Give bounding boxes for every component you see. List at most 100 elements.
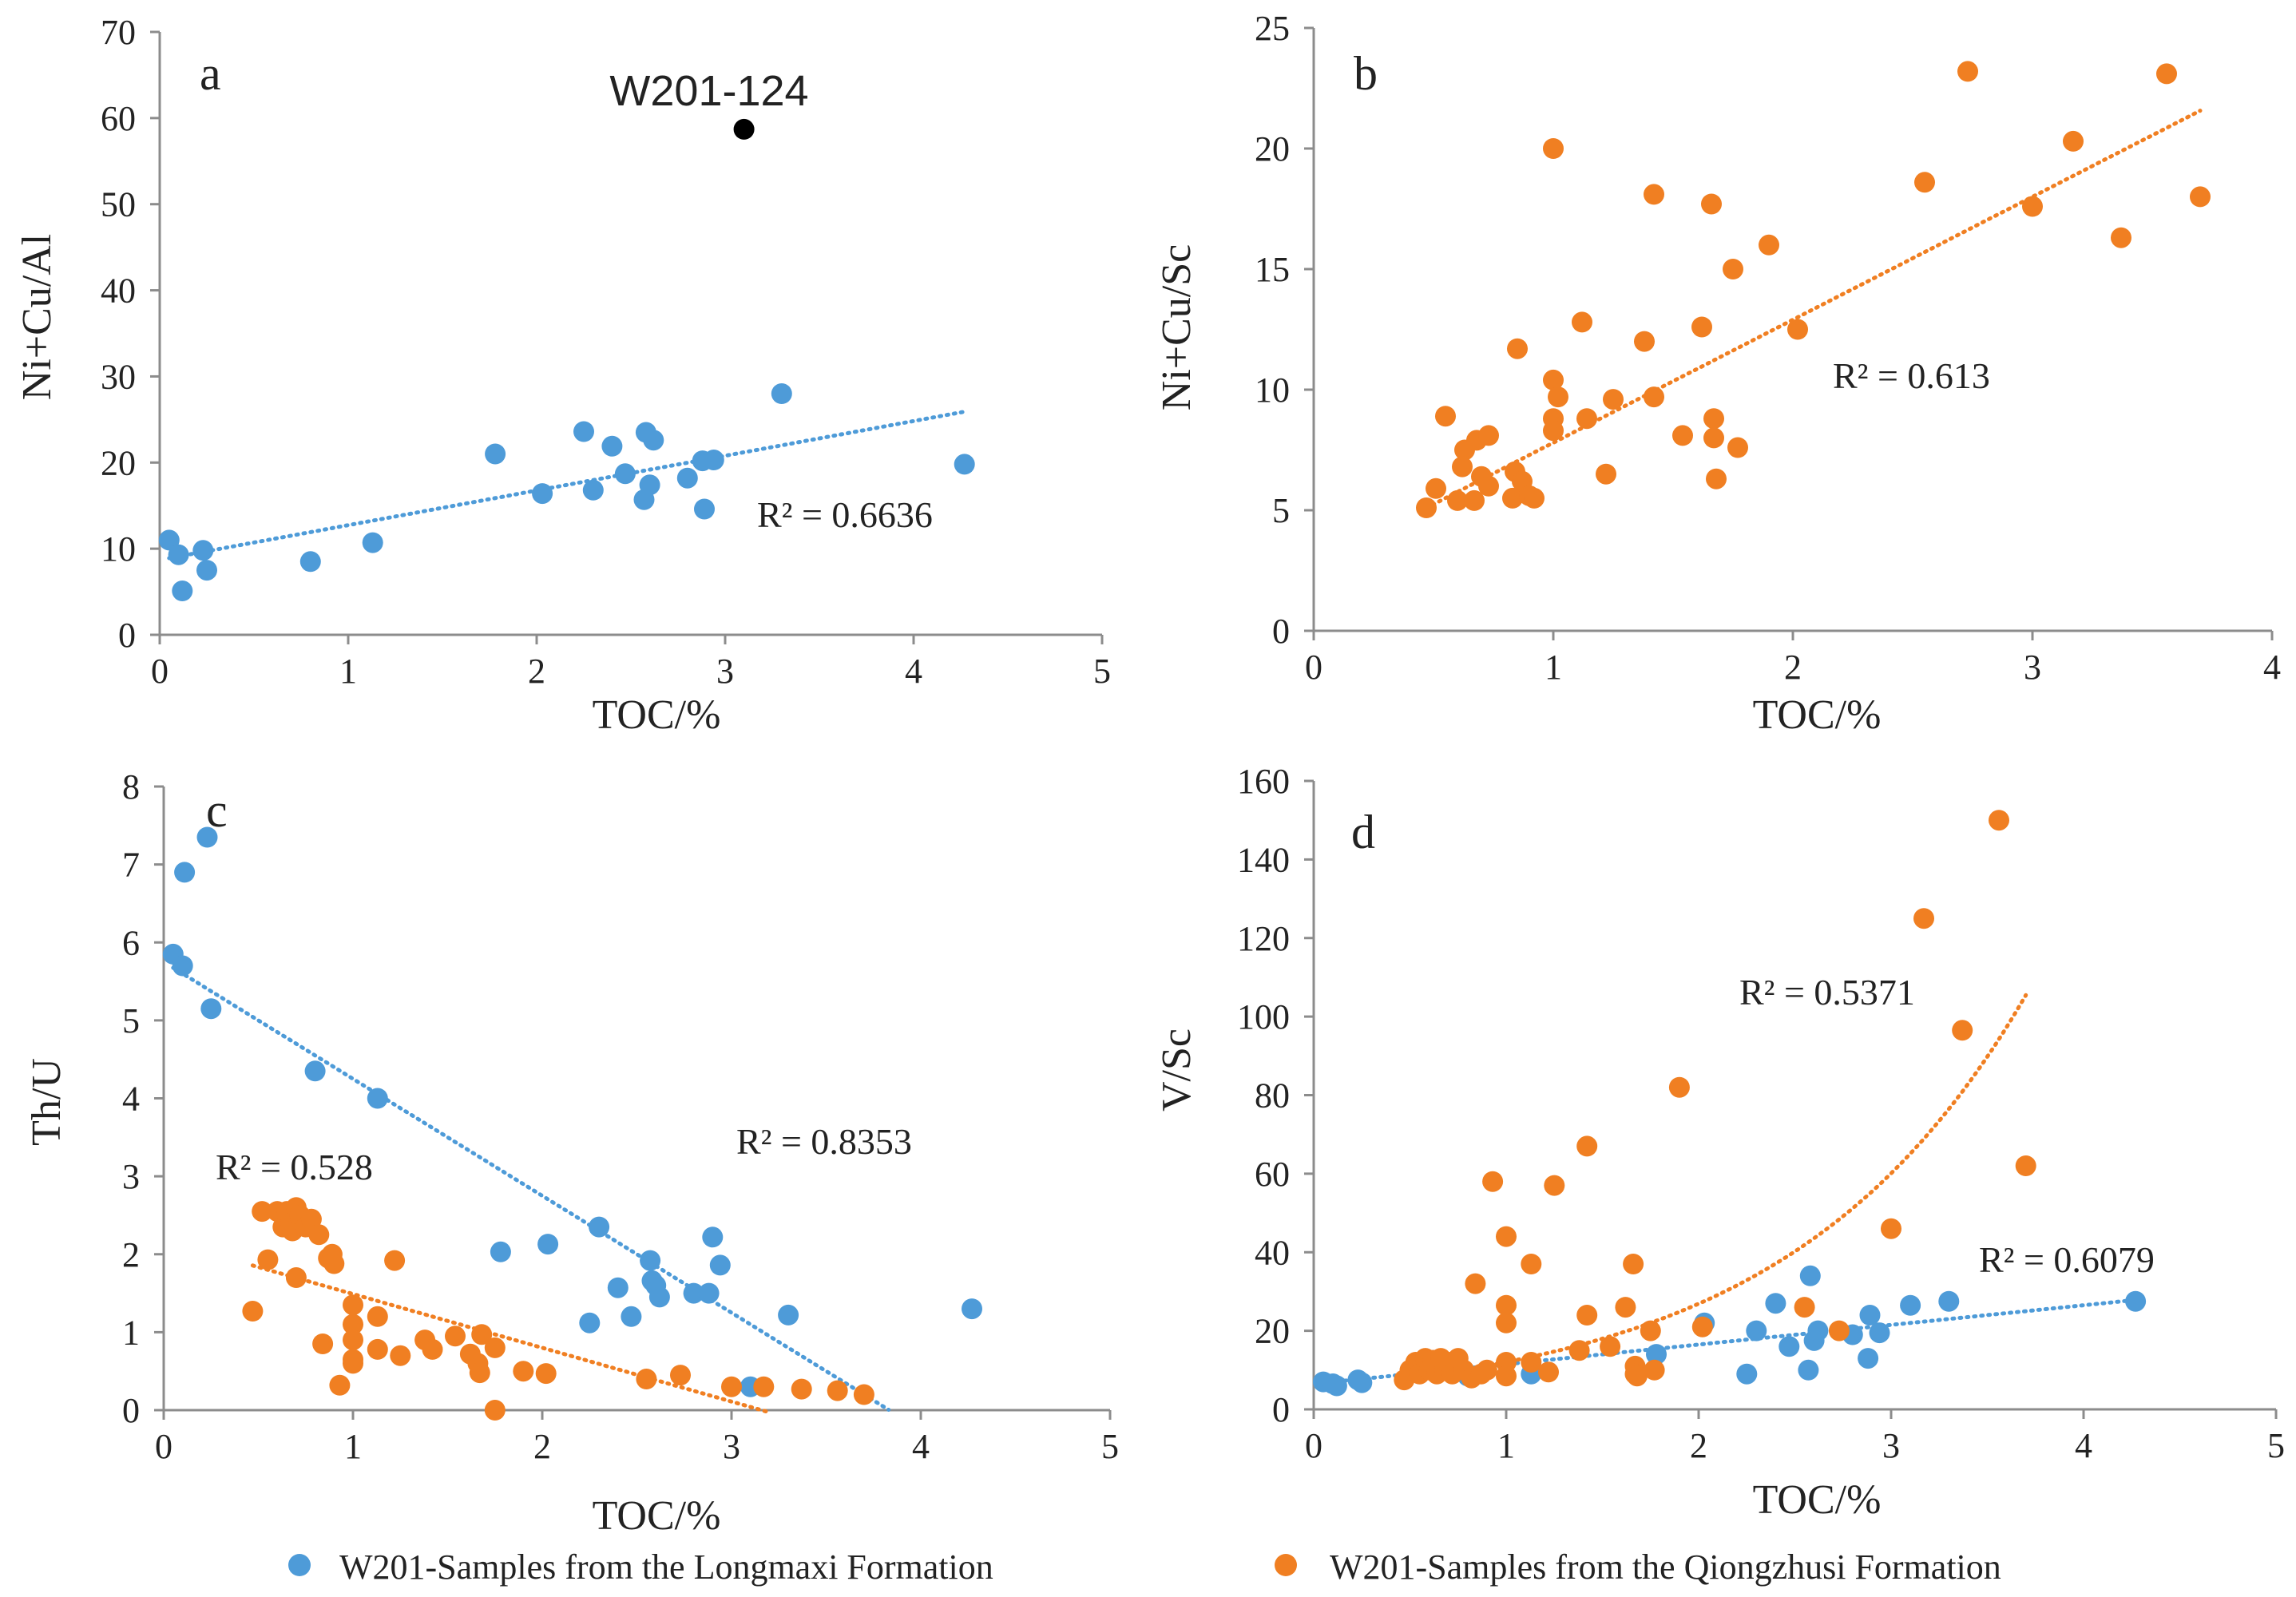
legend-label-longmaxi: W201-Samples from the Longmaxi Formation — [339, 1547, 993, 1587]
panel-a-point-longmaxi — [676, 467, 698, 489]
panel-d-point-qiongzhusi — [1496, 1226, 1517, 1247]
panel-c-point-longmaxi — [589, 1216, 610, 1238]
panel-c-point-qiongzhusi — [367, 1338, 388, 1360]
panel-d-y-tick-label: 80 — [1255, 1076, 1290, 1116]
panel-c-point-longmaxi — [698, 1282, 720, 1304]
panel-b-trendline-qiongzhusi — [1424, 109, 2203, 510]
panel-d-trend-layer — [1321, 993, 2138, 1385]
panel-c-point-longmaxi — [621, 1306, 642, 1327]
legend-marker-qiongzhusi — [1275, 1554, 1297, 1576]
panel-d-point-qiongzhusi — [1576, 1135, 1598, 1157]
panel-b-point-qiongzhusi — [2111, 227, 2131, 248]
panel-a-point-longmaxi — [614, 463, 636, 485]
panel-d-point-qiongzhusi — [1568, 1340, 1590, 1361]
panel-c-point-qiongzhusi — [285, 1267, 307, 1288]
panel-d-point-qiongzhusi — [1881, 1218, 1901, 1239]
panel-d-point-qiongzhusi — [1496, 1365, 1517, 1387]
panel-a-trend-layer — [167, 410, 967, 561]
panel-c-r2-label-longmaxi: R² = 0.8353 — [736, 1121, 912, 1162]
panel-b-point-qiongzhusi — [1723, 259, 1743, 279]
panel-a-y-tick-label: 30 — [101, 357, 136, 396]
panel-c-x-tick-label: 2 — [533, 1427, 551, 1466]
panel-b-y-tick-label: 15 — [1255, 250, 1290, 289]
panel-a-point-longmaxi — [703, 450, 724, 470]
panel-b-x-tick-label: 0 — [1305, 648, 1322, 687]
panel-b-point-qiongzhusi — [1416, 497, 1437, 518]
panel-d-y-tick-label: 20 — [1255, 1312, 1290, 1351]
panel-b-point-qiongzhusi — [2156, 63, 2177, 85]
panel-c-point-qiongzhusi — [390, 1345, 411, 1366]
panel-d-y-tick-label: 40 — [1255, 1233, 1290, 1272]
panel-c-point-qiongzhusi — [323, 1253, 345, 1274]
panel-a-y-tick-label: 70 — [101, 13, 136, 52]
panel-c-point-qiongzhusi — [343, 1314, 363, 1335]
panel-c-y-tick-label: 4 — [122, 1080, 140, 1119]
panel-b: 0 1 2 3 4 0 5 10 15 20 25 b Ni+Cu/Sc TOC/% R² = 0.… — [1154, 9, 2281, 738]
panel-d-point-qiongzhusi — [1600, 1336, 1621, 1357]
panel-c-point-qiongzhusi — [535, 1363, 557, 1385]
panel-d-x-tick-label: 2 — [1690, 1426, 1707, 1465]
panel-c-x-tick-label: 1 — [344, 1427, 362, 1466]
panel-d-r2-label-qiongzhusi: R² = 0.5371 — [1739, 972, 1915, 1012]
panel-d-point-qiongzhusi — [1576, 1305, 1598, 1326]
panel-c-x-tick-label: 5 — [1101, 1427, 1119, 1466]
panel-b-x-tick-label: 1 — [1545, 648, 1562, 687]
panel-c-y-tick-label: 7 — [122, 846, 140, 885]
panel-b-y-tick-label: 5 — [1272, 491, 1290, 530]
panel-a-point-longmaxi — [694, 498, 715, 520]
panel-d-y-tick-label: 160 — [1237, 762, 1290, 801]
panel-a-point-longmaxi — [485, 443, 506, 465]
panel-d-point-longmaxi — [1938, 1290, 1960, 1312]
panel-c-y-tick-label: 8 — [122, 767, 140, 806]
panel-c-point-longmaxi — [648, 1286, 670, 1308]
panel-c-point-qiongzhusi — [343, 1294, 363, 1316]
panel-c-ylabel: Th/U — [24, 1058, 69, 1146]
panel-b-point-qiongzhusi — [1759, 234, 1779, 256]
panel-b-point-qiongzhusi — [1548, 386, 1568, 408]
panel-a-ylabel: Ni+Cu/Al — [14, 234, 60, 400]
panel-c-point-qiongzhusi — [484, 1400, 506, 1421]
panel-a-x-tick-label: 3 — [716, 652, 734, 691]
panel-c-y-tick-label: 6 — [122, 923, 140, 962]
panel-a-y-tick-label: 20 — [101, 443, 136, 482]
panel-a-trendline-longmaxi — [167, 410, 967, 561]
panel-c-point-qiongzhusi — [384, 1250, 406, 1271]
panel-a-point-longmaxi — [532, 483, 553, 505]
panel-c: 0 1 2 3 4 5 0 1 2 3 4 5 6 7 8 c Th/U TOC/% R² = 0.8353… — [24, 767, 1119, 1539]
panel-d-x-tick-label: 5 — [2267, 1426, 2285, 1465]
panel-d-point-qiongzhusi — [1496, 1312, 1517, 1333]
panel-b-point-qiongzhusi — [1435, 406, 1456, 427]
panel-b-xlabel: TOC/% — [1753, 692, 1882, 738]
panel-a-outlier-label: W201-124 — [609, 67, 808, 115]
panel-c-y-tick-label: 1 — [122, 1313, 140, 1352]
panel-d-point-qiongzhusi — [1989, 810, 2009, 831]
panel-b-point-layer — [1416, 61, 2211, 518]
panel-c-point-longmaxi — [640, 1250, 661, 1271]
panel-d-point-qiongzhusi — [1538, 1361, 1559, 1383]
panel-d-point-longmaxi — [1859, 1305, 1881, 1326]
panel-a-point-longmaxi — [192, 540, 214, 561]
panel-c-point-qiongzhusi — [484, 1337, 506, 1358]
panel-a-y-tick-label: 10 — [101, 529, 136, 569]
panel-b-point-qiongzhusi — [1787, 319, 1808, 340]
panel-d-point-qiongzhusi — [1952, 1020, 1973, 1041]
panel-c-point-longmaxi — [537, 1234, 559, 1255]
panel-c-point-longmaxi — [490, 1241, 511, 1262]
panel-c-point-qiongzhusi — [513, 1361, 534, 1382]
panel-d-point-qiongzhusi — [1668, 1076, 1690, 1098]
panel-d-point-qiongzhusi — [1691, 1316, 1713, 1337]
panel-a-point-longmaxi — [601, 435, 623, 457]
panel-d-point-qiongzhusi — [1482, 1171, 1504, 1192]
panel-b-point-qiongzhusi — [1502, 487, 1523, 509]
panel-c-y-tick-label: 5 — [122, 1001, 140, 1040]
panel-a-point-longmaxi — [771, 383, 792, 404]
panel-c-point-longmaxi — [579, 1312, 601, 1333]
panel-b-x-tick-label: 2 — [1784, 648, 1802, 687]
panel-d-point-qiongzhusi — [1521, 1352, 1542, 1373]
panel-d-point-longmaxi — [1646, 1344, 1667, 1365]
panel-d-x-tick-label: 0 — [1305, 1426, 1322, 1465]
panel-d: 0 1 2 3 4 5 0 20 40 60 80 100 120 140 160 d V/Sc TOC/%… — [1154, 762, 2285, 1523]
panel-a-xlabel: TOC/% — [593, 692, 721, 738]
